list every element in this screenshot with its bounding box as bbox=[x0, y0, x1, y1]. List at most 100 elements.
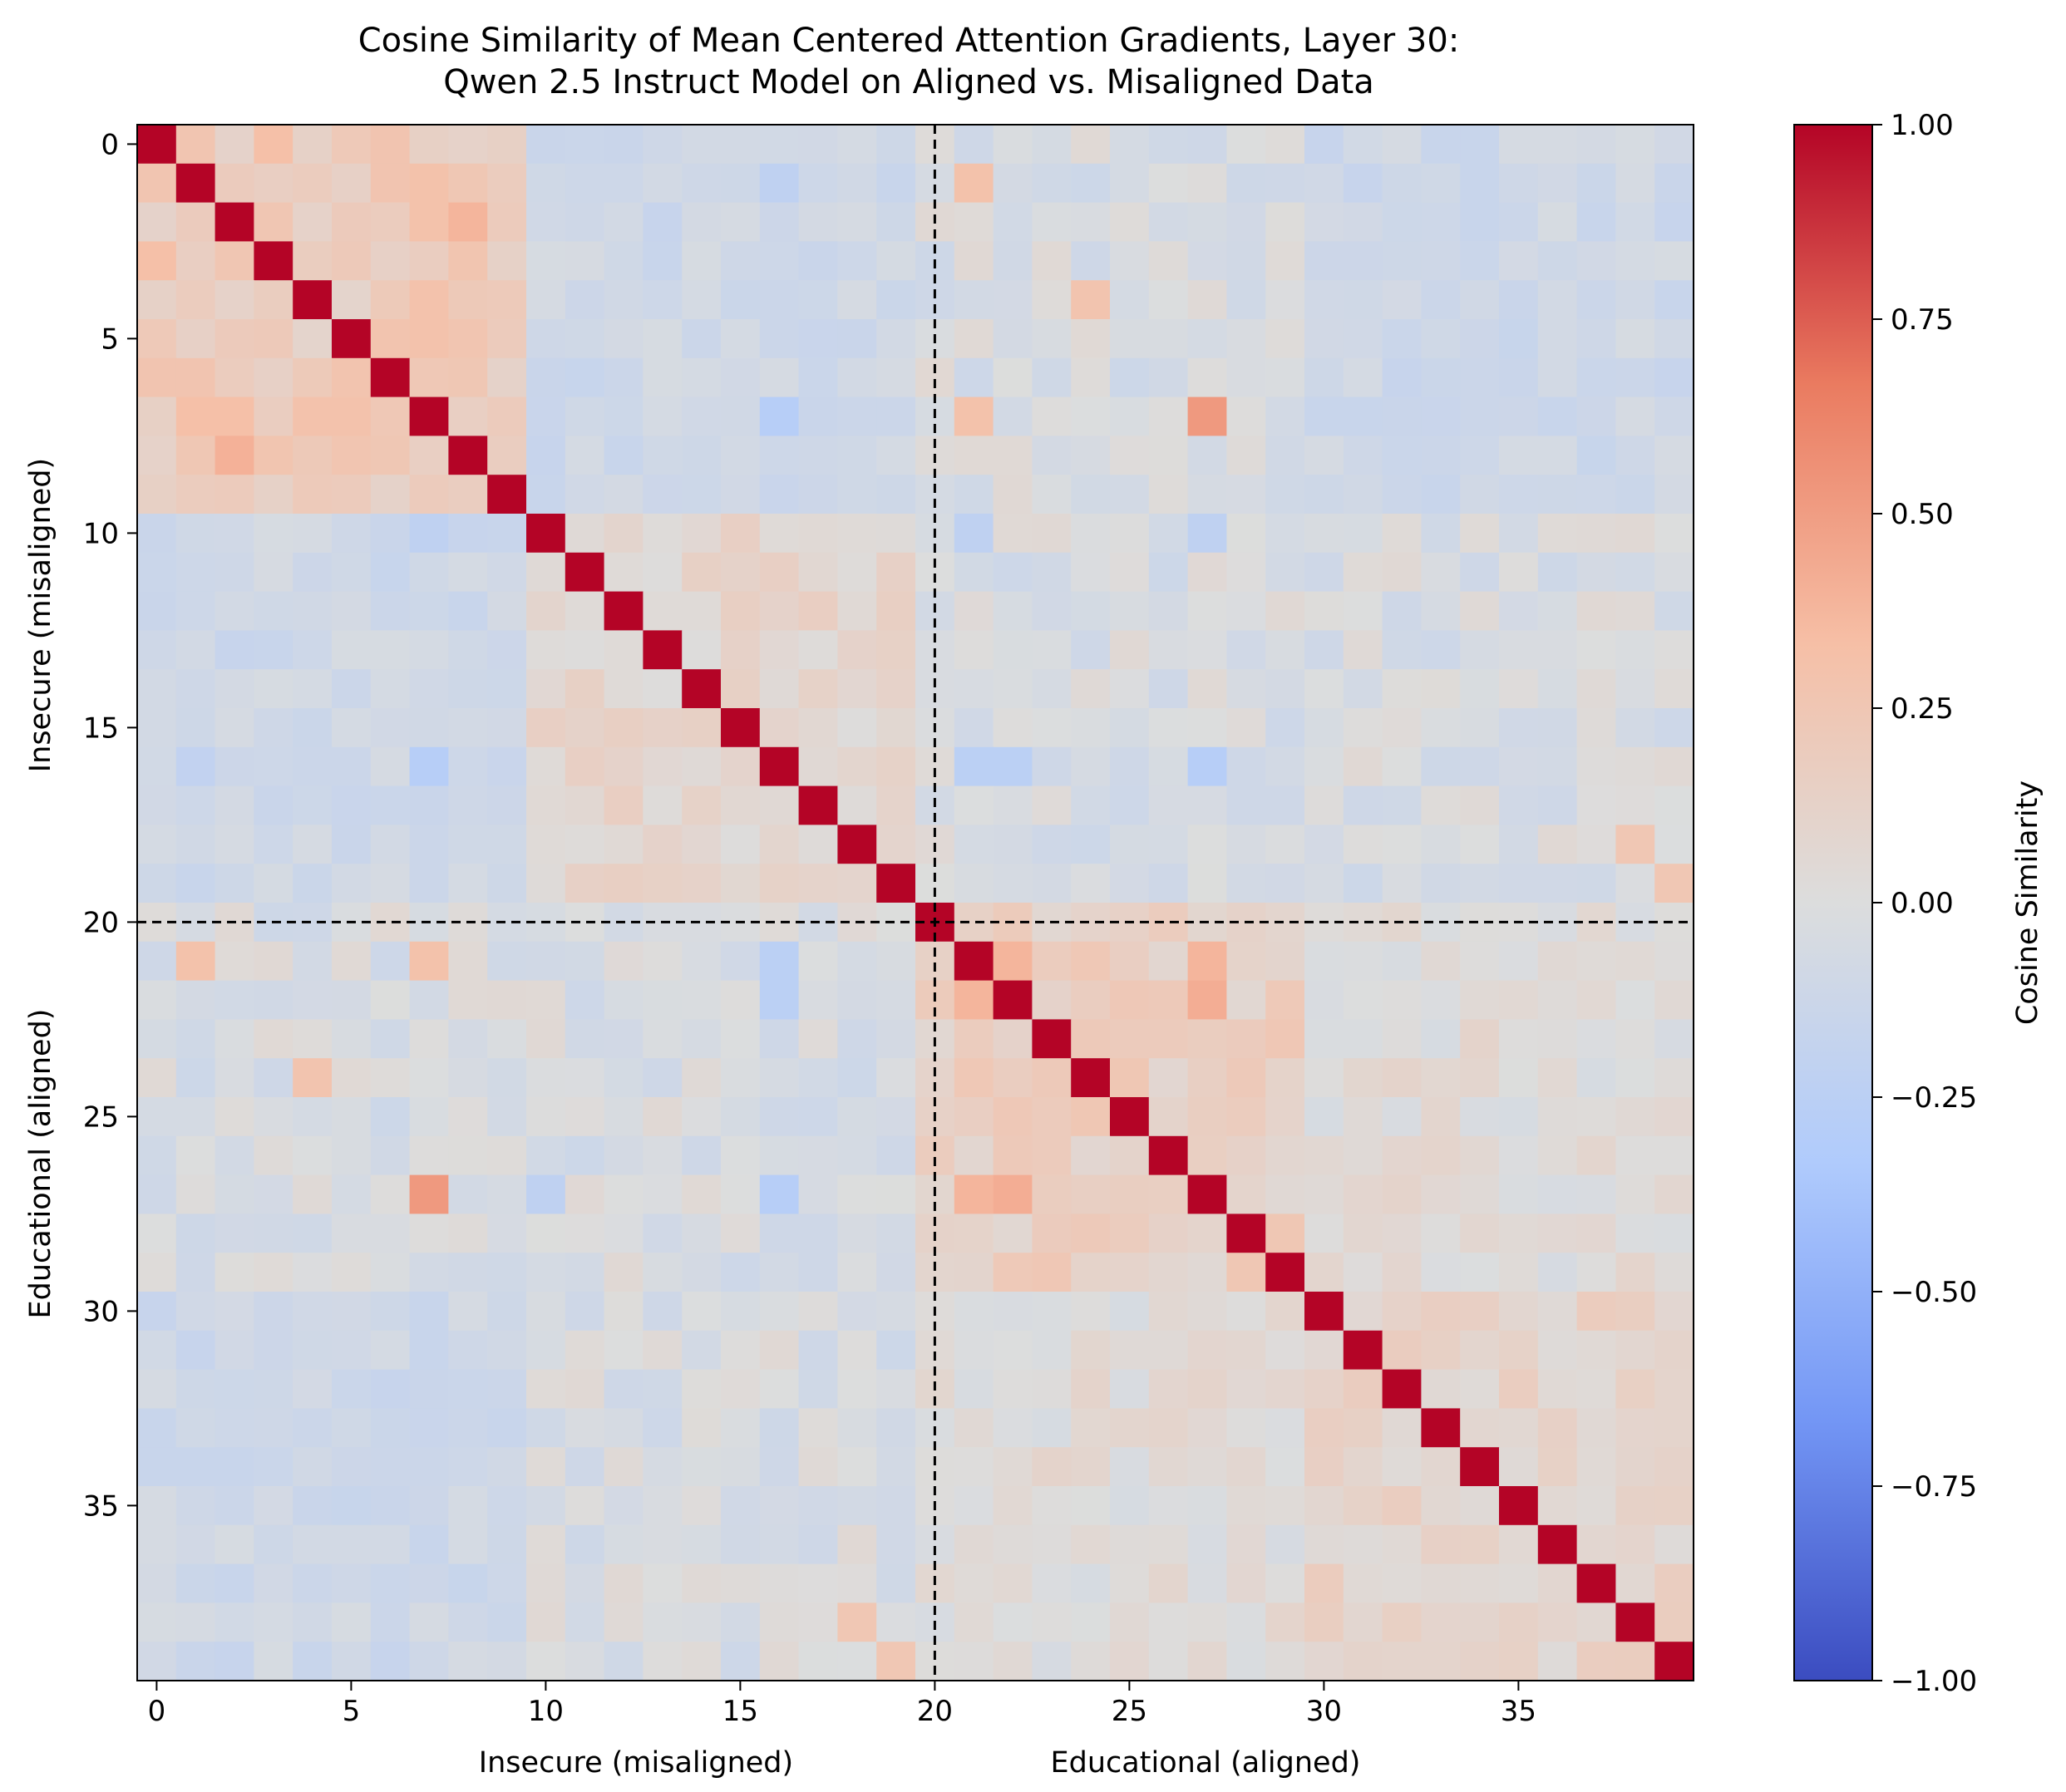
heatmap-cell-12-38 bbox=[1615, 591, 1655, 631]
heatmap-cell-35-10 bbox=[526, 1486, 566, 1526]
heatmap-cell-10-32 bbox=[1382, 514, 1422, 554]
heatmap-cell-30-38 bbox=[1615, 1292, 1655, 1332]
heatmap-cell-8-2 bbox=[214, 436, 254, 475]
heatmap-cell-2-8 bbox=[448, 202, 488, 242]
heatmap-cell-39-22 bbox=[993, 1642, 1033, 1681]
heatmap-cell-38-24 bbox=[1071, 1602, 1111, 1642]
heatmap-cell-39-8 bbox=[448, 1642, 488, 1681]
heatmap-cell-20-1 bbox=[175, 903, 216, 943]
heatmap-cell-28-8 bbox=[448, 1214, 488, 1253]
heatmap-cell-24-37 bbox=[1576, 1058, 1616, 1098]
heatmap-cell-32-17 bbox=[798, 1369, 838, 1409]
heatmap-cell-28-24 bbox=[1071, 1214, 1111, 1253]
heatmap-cell-10-3 bbox=[254, 514, 293, 554]
heatmap-cell-5-29 bbox=[1265, 319, 1305, 359]
heatmap-cell-26-38 bbox=[1615, 1135, 1655, 1176]
heatmap-cell-26-1 bbox=[175, 1135, 216, 1176]
heatmap-cell-27-7 bbox=[409, 1174, 449, 1214]
heatmap-cell-33-3 bbox=[254, 1408, 293, 1448]
heatmap-cell-29-6 bbox=[370, 1253, 411, 1292]
heatmap-cell-22-32 bbox=[1382, 980, 1422, 1020]
heatmap-cell-24-2 bbox=[214, 1058, 254, 1098]
heatmap-cell-8-4 bbox=[293, 436, 333, 475]
heatmap-cell-37-27 bbox=[1187, 1563, 1227, 1603]
heatmap-cell-35-7 bbox=[409, 1486, 449, 1526]
heatmap-cell-33-38 bbox=[1615, 1408, 1655, 1448]
heatmap-cell-34-1 bbox=[175, 1447, 216, 1487]
heatmap-cell-7-26 bbox=[1148, 396, 1189, 436]
heatmap-cell-38-22 bbox=[993, 1602, 1033, 1642]
heatmap-cell-30-16 bbox=[759, 1292, 800, 1332]
heatmap-cell-5-1 bbox=[175, 319, 216, 359]
heatmap-cell-19-17 bbox=[798, 864, 838, 903]
heatmap-cell-15-6 bbox=[370, 708, 411, 748]
heatmap-cell-20-21 bbox=[954, 903, 994, 943]
heatmap-cell-8-39 bbox=[1654, 436, 1694, 475]
heatmap-cell-11-13 bbox=[643, 552, 683, 593]
heatmap-cell-2-13 bbox=[643, 202, 683, 242]
heatmap-cell-12-33 bbox=[1421, 591, 1461, 631]
heatmap-cell-0-36 bbox=[1537, 125, 1578, 165]
heatmap-cell-18-35 bbox=[1499, 825, 1539, 864]
heatmap-cell-13-5 bbox=[332, 630, 372, 670]
heatmap-cell-34-23 bbox=[1032, 1447, 1072, 1487]
heatmap-cell-16-39 bbox=[1654, 746, 1694, 787]
heatmap-cell-3-37 bbox=[1576, 241, 1616, 281]
heatmap-cell-24-33 bbox=[1421, 1058, 1461, 1098]
heatmap-cell-20-26 bbox=[1148, 903, 1189, 943]
heatmap-cell-17-29 bbox=[1265, 785, 1305, 825]
heatmap-cell-9-29 bbox=[1265, 475, 1305, 514]
heatmap-cell-0-2 bbox=[214, 125, 254, 165]
heatmap-cell-6-36 bbox=[1537, 357, 1578, 398]
heatmap-cell-4-33 bbox=[1421, 280, 1461, 320]
heatmap-cell-12-25 bbox=[1110, 591, 1150, 631]
heatmap-cell-33-6 bbox=[370, 1408, 411, 1448]
heatmap-cell-16-27 bbox=[1187, 746, 1227, 787]
heatmap-cell-31-31 bbox=[1343, 1330, 1383, 1371]
heatmap-cell-6-18 bbox=[837, 357, 877, 398]
heatmap-cell-26-14 bbox=[682, 1135, 722, 1176]
heatmap-cell-17-18 bbox=[837, 785, 877, 825]
heatmap-cell-9-17 bbox=[798, 475, 838, 514]
heatmap-cell-36-26 bbox=[1148, 1524, 1189, 1565]
heatmap-cell-17-32 bbox=[1382, 785, 1422, 825]
heatmap-cell-32-39 bbox=[1654, 1369, 1694, 1409]
heatmap-cell-8-28 bbox=[1226, 436, 1266, 475]
heatmap-cell-31-18 bbox=[837, 1330, 877, 1371]
heatmap-cell-32-35 bbox=[1499, 1369, 1539, 1409]
heatmap-cell-5-7 bbox=[409, 319, 449, 359]
heatmap-cell-30-6 bbox=[370, 1292, 411, 1332]
heatmap-cell-12-2 bbox=[214, 591, 254, 631]
heatmap-cell-12-14 bbox=[682, 591, 722, 631]
heatmap-cell-19-3 bbox=[254, 864, 293, 903]
heatmap-cell-36-1 bbox=[175, 1524, 216, 1565]
heatmap-cell-25-30 bbox=[1304, 1097, 1344, 1137]
heatmap-cell-23-34 bbox=[1460, 1019, 1500, 1059]
heatmap-cell-31-2 bbox=[214, 1330, 254, 1371]
heatmap-cell-26-17 bbox=[798, 1135, 838, 1176]
heatmap-cell-29-13 bbox=[643, 1253, 683, 1292]
heatmap-cell-26-28 bbox=[1226, 1135, 1266, 1176]
heatmap-cell-32-5 bbox=[332, 1369, 372, 1409]
heatmap-cell-27-0 bbox=[137, 1174, 177, 1214]
heatmap-cell-31-28 bbox=[1226, 1330, 1266, 1371]
heatmap-cell-35-17 bbox=[798, 1486, 838, 1526]
heatmap-cell-31-19 bbox=[876, 1330, 916, 1371]
y-tick-label-20: 20 bbox=[83, 906, 119, 939]
heatmap-cell-3-18 bbox=[837, 241, 877, 281]
heatmap-cell-17-39 bbox=[1654, 785, 1694, 825]
heatmap-cell-36-21 bbox=[954, 1524, 994, 1565]
heatmap-cell-14-2 bbox=[214, 669, 254, 709]
heatmap-cell-1-35 bbox=[1499, 163, 1539, 204]
heatmap-cell-19-35 bbox=[1499, 864, 1539, 903]
heatmap-cell-6-28 bbox=[1226, 357, 1266, 398]
heatmap-cell-8-9 bbox=[487, 436, 527, 475]
heatmap-cell-31-6 bbox=[370, 1330, 411, 1371]
heatmap-cell-26-6 bbox=[370, 1135, 411, 1176]
heatmap-cell-24-30 bbox=[1304, 1058, 1344, 1098]
heatmap-cell-37-33 bbox=[1421, 1563, 1461, 1603]
heatmap-cell-0-7 bbox=[409, 125, 449, 165]
heatmap-cell-36-38 bbox=[1615, 1524, 1655, 1565]
heatmap-cell-6-16 bbox=[759, 357, 800, 398]
heatmap-cell-17-33 bbox=[1421, 785, 1461, 825]
